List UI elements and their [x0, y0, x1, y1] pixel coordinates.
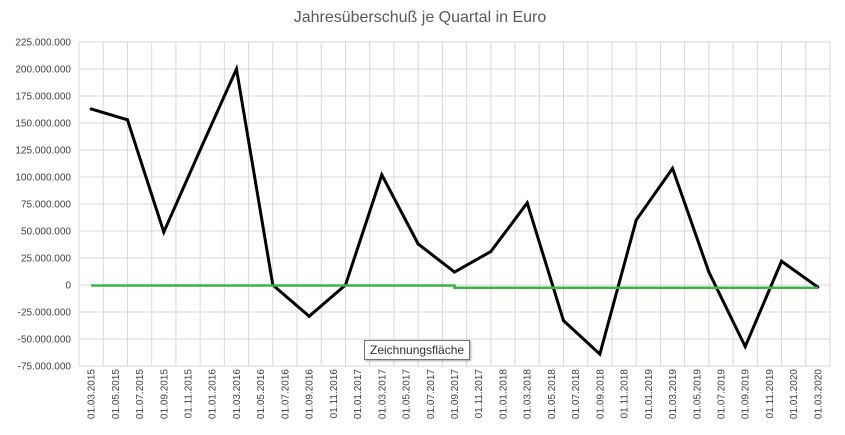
- x-tick-label: 01.03.2020: [813, 369, 824, 419]
- data-point: [89, 107, 93, 111]
- data-point: [525, 201, 529, 205]
- x-tick-label: 01.09.2015: [159, 369, 170, 419]
- x-tick-label: 01.01.2018: [498, 369, 509, 419]
- data-point: [380, 173, 384, 177]
- x-tick-label: 01.05.2015: [111, 369, 122, 419]
- y-tick-label: 25.000.000: [21, 254, 71, 265]
- series-line: [91, 284, 818, 289]
- x-tick-label: 01.09.2018: [595, 369, 606, 419]
- x-tick-label: 01.11.2019: [765, 369, 776, 419]
- data-point: [562, 319, 566, 323]
- y-tick-label: 100.000.000: [15, 173, 71, 184]
- data-point: [234, 67, 238, 71]
- y-tick-label: 75.000.000: [21, 200, 71, 211]
- data-point: [671, 166, 675, 170]
- y-tick-label: 200.000.000: [15, 65, 71, 76]
- x-tick-label: 01.07.2018: [571, 369, 582, 419]
- x-tick-label: 01.11.2017: [474, 369, 485, 419]
- x-tick-label: 01.05.2019: [692, 369, 703, 419]
- y-tick-label: 225.000.000: [15, 38, 71, 49]
- x-tick-label: 01.05.2018: [547, 369, 558, 419]
- x-tick-label: 01.01.2016: [208, 369, 219, 419]
- x-tick-label: 01.09.2016: [305, 369, 316, 419]
- y-tick-label: 50.000.000: [21, 227, 71, 238]
- x-tick-label: 01.09.2019: [741, 369, 752, 419]
- x-tick-label: 01.03.2018: [523, 369, 534, 419]
- y-tick-label: 0: [65, 281, 71, 292]
- y-tick-label: 125.000.000: [15, 146, 71, 157]
- x-tick-label: 01.03.2019: [668, 369, 679, 419]
- y-tick-label: 150.000.000: [15, 119, 71, 130]
- y-tick-label: -50.000.000: [18, 335, 72, 346]
- data-point: [634, 218, 638, 222]
- series-lines: [89, 63, 820, 357]
- data-point: [780, 259, 784, 263]
- x-tick-label: 01.01.2020: [789, 369, 800, 419]
- data-point: [743, 345, 747, 349]
- y-axis-ticks: 225.000.000 200.000.000 175.000.000 150.000…: [15, 38, 71, 373]
- x-tick-label: 01.07.2015: [135, 369, 146, 419]
- x-tick-label: 01.01.2019: [644, 369, 655, 419]
- y-tick-label: 175.000.000: [15, 92, 71, 103]
- grid: [78, 41, 831, 367]
- x-tick-label: 01.09.2017: [450, 369, 461, 419]
- x-tick-label: 01.05.2017: [402, 369, 413, 419]
- data-point: [489, 250, 493, 254]
- data-point: [198, 148, 202, 152]
- y-tick-label: -75.000.000: [18, 362, 72, 373]
- x-tick-label: 01.07.2016: [280, 369, 291, 419]
- x-tick-label: 01.03.2017: [377, 369, 388, 419]
- y-tick-label: -25.000.000: [18, 308, 72, 319]
- data-point: [307, 314, 311, 318]
- x-tick-label: 01.05.2016: [256, 369, 267, 419]
- x-tick-label: 01.07.2017: [426, 369, 437, 419]
- x-axis-ticks: 01.03.2015 01.05.2015 01.07.2015 01.09.2015…: [87, 369, 825, 419]
- x-tick-label: 01.07.2019: [716, 369, 727, 419]
- x-tick-label: 01.11.2015: [184, 369, 195, 419]
- x-tick-label: 01.03.2015: [87, 369, 98, 419]
- x-tick-label: 01.11.2018: [620, 369, 631, 419]
- x-tick-label: 01.01.2017: [353, 369, 364, 419]
- data-point: [707, 270, 711, 274]
- data-point: [125, 118, 129, 122]
- data-point: [416, 242, 420, 246]
- plot-area-tooltip: Zeichnungsfläche: [364, 340, 471, 360]
- x-tick-label: 01.11.2016: [329, 369, 340, 419]
- chart-title: Jahresüberschuß je Quartal in Euro: [294, 9, 547, 26]
- data-point: [162, 230, 166, 234]
- data-point: [453, 270, 456, 274]
- x-tick-label: 01.03.2016: [232, 369, 243, 419]
- data-point: [598, 352, 602, 356]
